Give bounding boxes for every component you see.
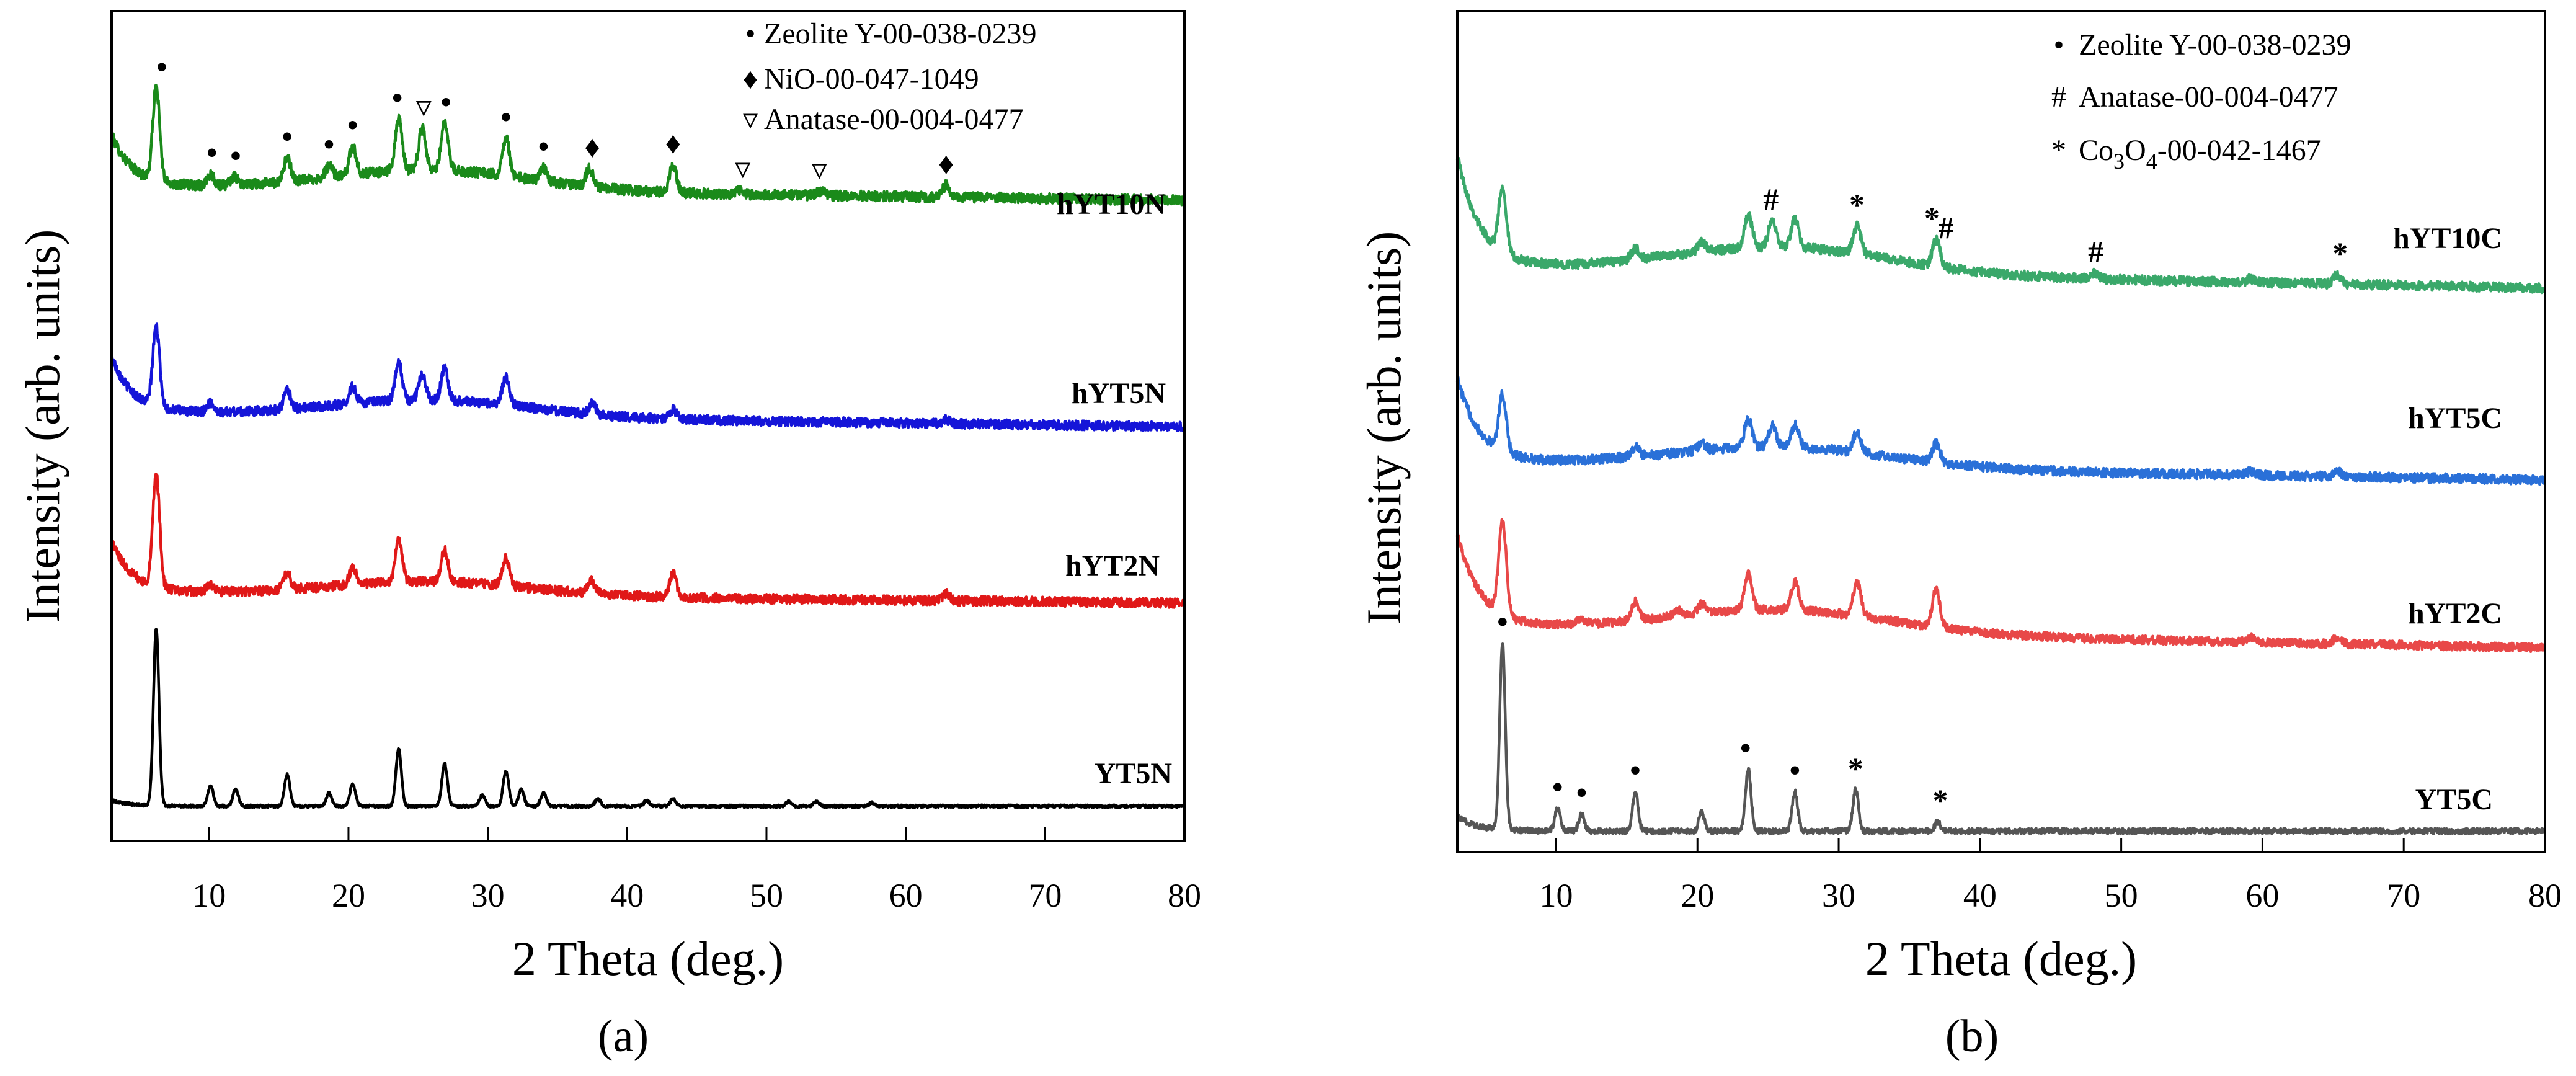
- panel-a-y-axis-title: Intensity (arb. units): [16, 229, 69, 623]
- panel-a-x-tick-label-80: 80: [1168, 877, 1201, 914]
- peak-marker-hYT10N-0: •: [156, 50, 167, 84]
- series-line-YT5N: [110, 628, 1186, 809]
- panel-b-x-tick-label-80: 80: [2528, 877, 2562, 914]
- peak-marker-YT5C-2: •: [1576, 775, 1588, 810]
- panel-a-x-ticks: 10 20 30 40 50 60 70 80: [192, 827, 1201, 914]
- panel-b-x-tick-label-20: 20: [1681, 877, 1714, 914]
- peak-marker-hYT10N-7: ▿: [416, 89, 432, 123]
- peak-marker-hYT10N-13: ▿: [735, 151, 750, 185]
- panel-b-letter: (b): [1945, 1011, 1999, 1062]
- panel-b-y-axis-title: Intensity (arb. units): [1357, 231, 1411, 625]
- peak-marker-YT5C-1: •: [1552, 770, 1563, 804]
- legend-a-0-symbol: •: [745, 17, 756, 50]
- panel-a-x-tick-label-20: 20: [332, 877, 365, 914]
- legend-a-1-label: NiO-00-047-1049: [764, 63, 979, 96]
- panel-a-x-tick-label-30: 30: [471, 877, 505, 914]
- series-line-hYT2C: [1455, 518, 2546, 654]
- peak-marker-hYT10C-0: #: [1763, 182, 1779, 216]
- panel-a-letter: (a): [598, 1011, 649, 1062]
- legend-b-1-label: Anatase-00-004-0477: [2079, 81, 2338, 113]
- peak-marker-hYT10C-5: *: [2332, 236, 2348, 270]
- peak-marker-hYT10C-2: *: [1924, 201, 1940, 236]
- series-line-hYT10N: [110, 83, 1186, 207]
- series-label-hYT10C: hYT10C: [2393, 222, 2502, 255]
- series-line-YT5C: [1456, 642, 2546, 835]
- series-label-hYT5N: hYT5N: [1072, 377, 1166, 410]
- peak-marker-hYT10C-4: #: [2088, 234, 2103, 269]
- peak-marker-YT5C-7: *: [1933, 783, 1948, 817]
- legend-b-1-symbol: #: [2051, 81, 2066, 113]
- peak-marker-hYT10N-1: •: [207, 135, 218, 170]
- panel-b-x-tick-label-30: 30: [1822, 877, 1855, 914]
- panel-a-x-tick-label-50: 50: [750, 877, 783, 914]
- panel-b-legend: • Zeolite Y-00-038-0239 # Anatase-00-004…: [2051, 29, 2351, 174]
- panel-b-x-tick-label-40: 40: [1963, 877, 1997, 914]
- peak-marker-hYT10N-4: •: [324, 127, 335, 162]
- peak-marker-hYT10N-14: ▿: [812, 152, 827, 187]
- peak-marker-hYT10N-2: •: [230, 138, 241, 173]
- series-line-hYT5C: [1455, 376, 2546, 486]
- panel-b-x-tick-label-10: 10: [1539, 877, 1573, 914]
- series-line-hYT10C: [1455, 156, 2546, 295]
- panel-b-x-tick-label-60: 60: [2245, 877, 2279, 914]
- peak-marker-hYT10N-10: •: [538, 129, 549, 164]
- panel-b-x-ticks: 10 20 30 40 50 60 70 80: [1539, 838, 2562, 914]
- peak-marker-YT5C-5: •: [1790, 753, 1801, 788]
- panel-b-frame: [1456, 10, 2546, 853]
- series-label-hYT2N: hYT2N: [1065, 549, 1160, 582]
- peak-marker-hYT10N-9: •: [500, 100, 512, 135]
- series-label-YT5C: YT5C: [2415, 783, 2493, 816]
- peak-marker-YT5C-4: •: [1740, 731, 1751, 765]
- peak-marker-hYT10N-3: •: [282, 119, 293, 154]
- peak-marker-hYT10N-12: ♦: [665, 125, 682, 160]
- series-label-hYT2C: hYT2C: [2408, 597, 2502, 630]
- panel-a-x-axis-title: 2 Theta (deg.): [512, 931, 784, 985]
- panel-a-x-tick-label-70: 70: [1028, 877, 1062, 914]
- series-line-hYT5N: [110, 322, 1186, 432]
- series-label-hYT10N: hYT10N: [1057, 188, 1166, 221]
- series-label-YT5N: YT5N: [1095, 757, 1173, 790]
- peak-marker-hYT10N-5: •: [347, 107, 358, 142]
- legend-a-2-symbol: ▿: [743, 103, 758, 136]
- legend-a-0-label: Zeolite Y-00-038-0239: [764, 17, 1036, 50]
- peak-marker-hYT10C-1: *: [1849, 187, 1865, 221]
- peak-marker-hYT10C-3: #: [1939, 210, 1954, 245]
- panel-a-x-tick-label-10: 10: [192, 877, 226, 914]
- legend-a-1-symbol: ♦: [743, 63, 758, 96]
- panel-b-x-tick-label-50: 50: [2105, 877, 2138, 914]
- peak-marker-hYT10N-8: •: [440, 85, 451, 120]
- peak-marker-YT5C-6: *: [1848, 751, 1863, 786]
- legend-a-2-label: Anatase-00-004-0477: [764, 103, 1024, 136]
- series-label-hYT5C: hYT5C: [2408, 402, 2502, 435]
- legend-b-0-label: Zeolite Y-00-038-0239: [2079, 29, 2351, 61]
- panel-b-x-tick-label-70: 70: [2387, 877, 2420, 914]
- legend-b-2-label: Co3O4-00-042-1467: [2079, 134, 2321, 174]
- panel-a-frame: [110, 10, 1186, 842]
- panel-b-x-axis-title: 2 Theta (deg.): [1865, 931, 2137, 985]
- peak-marker-hYT10N-15: ♦: [938, 146, 954, 180]
- peak-marker-YT5C-0: •: [1497, 604, 1508, 639]
- peak-marker-hYT10N-11: ♦: [584, 130, 600, 164]
- peak-marker-YT5C-3: •: [1630, 753, 1641, 788]
- peak-marker-hYT10N-6: •: [392, 81, 403, 115]
- panel-a-x-tick-label-60: 60: [889, 877, 923, 914]
- series-line-hYT2N: [110, 472, 1186, 609]
- panel-a-x-tick-label-40: 40: [610, 877, 644, 914]
- legend-b-2-symbol: *: [2051, 134, 2066, 167]
- panel-a-legend: • Zeolite Y-00-038-0239 ♦ NiO-00-047-104…: [743, 17, 1037, 136]
- legend-b-0-symbol: •: [2054, 29, 2064, 61]
